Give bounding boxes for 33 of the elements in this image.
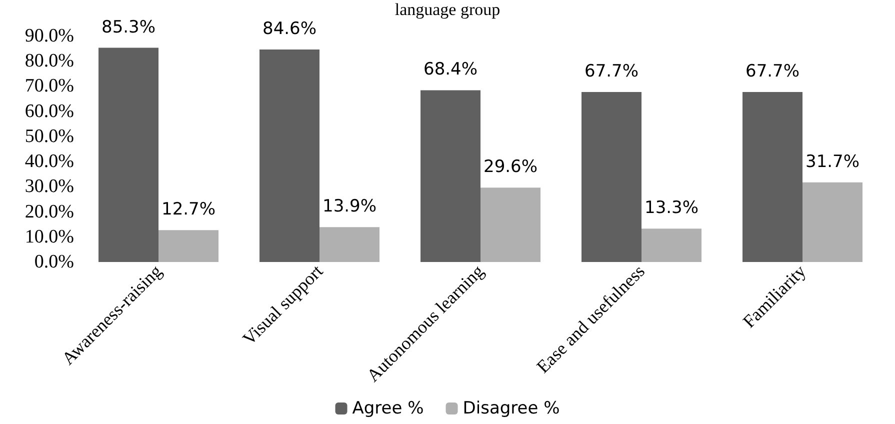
bar bbox=[480, 188, 540, 262]
text: 85.3% bbox=[101, 17, 156, 38]
legend-label: Agree % bbox=[352, 398, 424, 418]
text: 13.3% bbox=[644, 198, 699, 218]
text: 84.6% bbox=[262, 19, 317, 40]
y-tick-label: 70.0% bbox=[24, 76, 74, 97]
text: 68.4% bbox=[423, 60, 478, 80]
text: 29.6% bbox=[483, 157, 538, 178]
text: 31.7% bbox=[805, 152, 860, 172]
bar bbox=[802, 182, 862, 262]
bar bbox=[742, 92, 802, 262]
text: 12.7% bbox=[161, 200, 216, 220]
y-tick-label: 60.0% bbox=[24, 100, 74, 122]
bar bbox=[320, 227, 380, 262]
bar bbox=[642, 228, 702, 262]
chart-title: language group bbox=[394, 0, 500, 19]
y-tick-label: 90.0% bbox=[24, 26, 74, 46]
y-tick-label: 0.0% bbox=[34, 252, 74, 272]
bar bbox=[260, 50, 320, 262]
legend-label: Disagree % bbox=[462, 398, 560, 418]
y-tick-label: 50.0% bbox=[24, 126, 74, 147]
bar bbox=[420, 90, 480, 262]
bar bbox=[98, 48, 158, 262]
y-tick-label: 30.0% bbox=[24, 176, 74, 198]
text: 67.7% bbox=[745, 62, 800, 82]
y-tick-label: 20.0% bbox=[24, 201, 74, 222]
y-tick-label: 10.0% bbox=[24, 226, 74, 248]
bar bbox=[158, 230, 218, 262]
text: 13.9% bbox=[322, 196, 377, 217]
bar bbox=[582, 92, 642, 262]
text: 67.7% bbox=[584, 62, 639, 82]
y-tick-label: 40.0% bbox=[24, 151, 74, 172]
y-tick-label: 80.0% bbox=[24, 50, 74, 72]
